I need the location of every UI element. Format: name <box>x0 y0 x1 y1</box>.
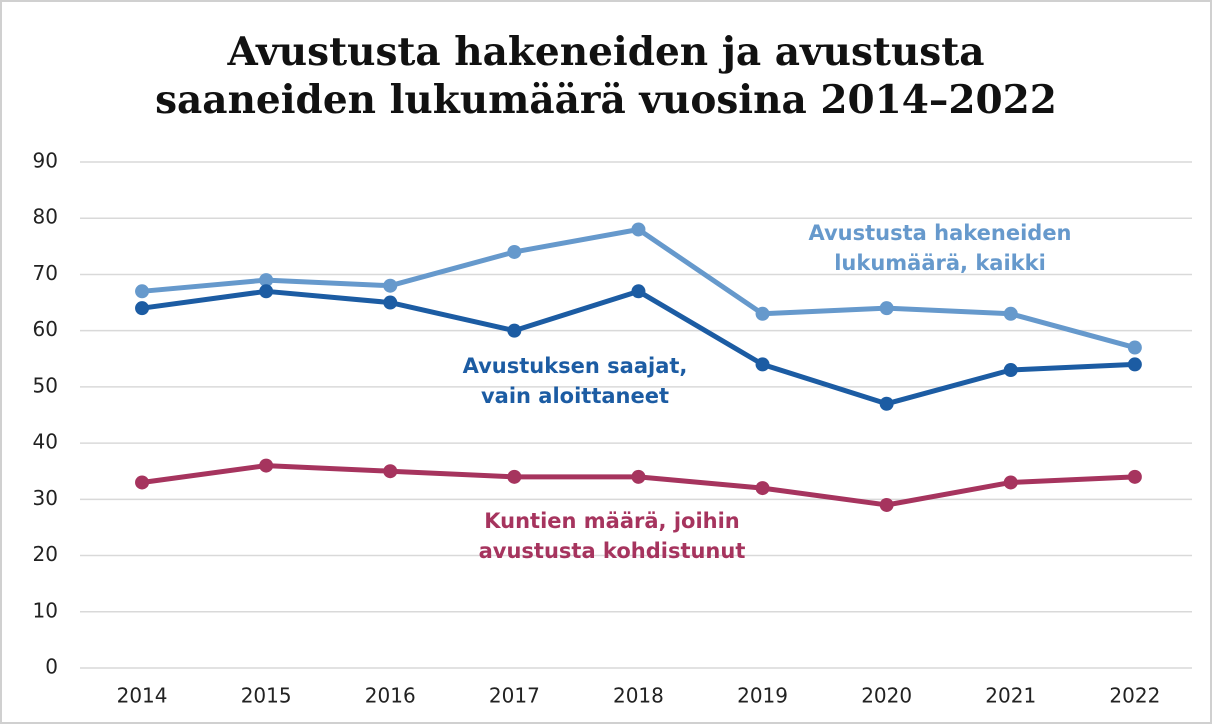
x-tick-label: 2017 <box>489 684 540 708</box>
marker <box>1003 363 1018 378</box>
y-tick-label: 20 <box>33 542 58 566</box>
marker <box>1003 475 1018 490</box>
marker <box>755 306 770 321</box>
marker <box>507 323 522 338</box>
marker <box>383 278 398 293</box>
marker <box>135 284 150 299</box>
x-tick-label: 2020 <box>861 684 912 708</box>
series-label: Avustuksen saajat, vain aloittaneet <box>462 354 688 408</box>
marker <box>631 284 646 299</box>
marker <box>1127 340 1142 355</box>
marker <box>383 464 398 479</box>
marker <box>879 396 894 411</box>
marker <box>259 273 274 288</box>
chart-title: Avustusta hakeneiden ja avustusta saanei… <box>155 29 1057 123</box>
marker <box>507 469 522 484</box>
x-tick-label: 2016 <box>365 684 416 708</box>
x-tick-label: 2014 <box>117 684 168 708</box>
marker <box>631 469 646 484</box>
marker <box>383 295 398 310</box>
marker <box>755 481 770 496</box>
y-tick-label: 60 <box>33 317 58 341</box>
marker <box>879 497 894 512</box>
x-tick-label: 2021 <box>985 684 1036 708</box>
y-tick-label: 70 <box>33 261 58 285</box>
marker <box>259 458 274 473</box>
marker <box>755 357 770 372</box>
series-label: Kuntien määrä, joihin avustusta kohdistu… <box>478 509 746 563</box>
y-tick-label: 50 <box>33 373 58 397</box>
x-tick-label: 2018 <box>613 684 664 708</box>
y-tick-label: 90 <box>33 149 58 173</box>
marker <box>1127 469 1142 484</box>
marker <box>631 222 646 237</box>
x-tick-label: 2019 <box>737 684 788 708</box>
y-tick-label: 30 <box>33 486 58 510</box>
marker <box>879 301 894 316</box>
marker <box>507 244 522 259</box>
x-tick-label: 2015 <box>241 684 292 708</box>
x-tick-label: 2022 <box>1109 684 1160 708</box>
marker <box>1127 357 1142 372</box>
series-label: Avustusta hakeneiden lukumäärä, kaikki <box>808 221 1072 275</box>
marker <box>135 301 150 316</box>
y-tick-label: 80 <box>33 205 58 229</box>
y-tick-label: 0 <box>45 655 58 679</box>
marker <box>259 284 274 299</box>
marker <box>1003 306 1018 321</box>
y-tick-label: 40 <box>33 430 58 454</box>
marker <box>135 475 150 490</box>
y-tick-label: 10 <box>33 598 58 622</box>
